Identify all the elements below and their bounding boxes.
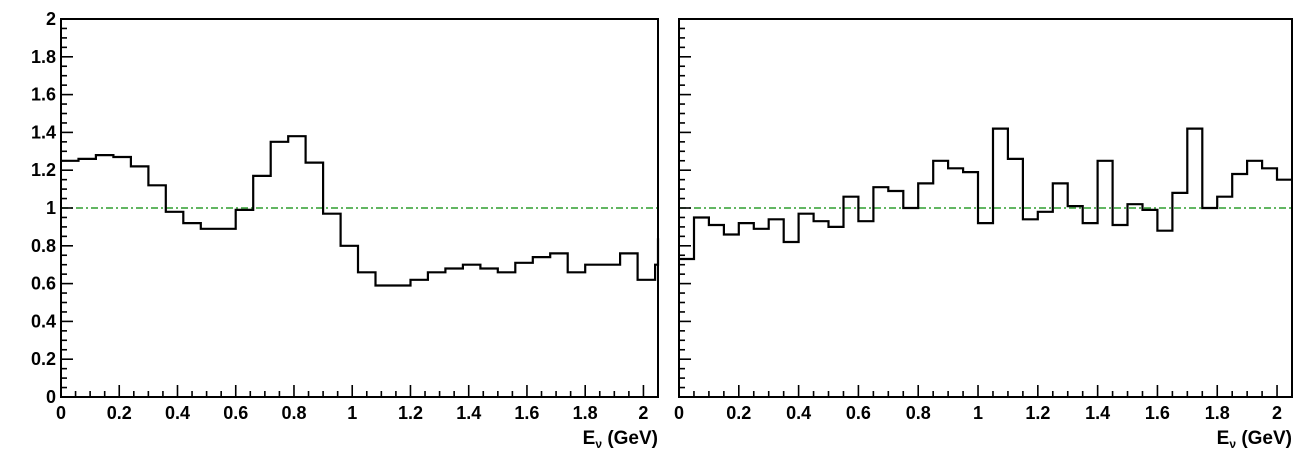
x-axis-title-main: E — [583, 428, 596, 449]
y-tick-label: 0.2 — [31, 349, 56, 369]
x-tick-label: 0.8 — [281, 403, 306, 423]
plot-frame — [60, 18, 659, 398]
x-tick-label: 1.6 — [514, 403, 539, 423]
y-tick-label: 1.6 — [31, 85, 56, 105]
x-tick-label: 1 — [973, 403, 983, 423]
x-axis-title-unit: (GeV) — [1236, 428, 1292, 449]
x-axis-title-main: E — [1217, 428, 1230, 449]
x-tick-label: 2 — [638, 403, 648, 423]
x-tick-label: 1.8 — [573, 403, 598, 423]
chart-panel-2: 0 0.2 0.4 0.6 0.8 1 1.2 1.4 1.6 1.8 2 Eν (GeV) — [674, 18, 1293, 451]
x-tick-label: 0.2 — [107, 403, 132, 423]
y-tick-label: 1.2 — [31, 160, 56, 180]
x-tick-label: 0.6 — [846, 403, 871, 423]
y-tick-label: 1.8 — [31, 47, 56, 67]
x-tick-label: 2 — [1272, 403, 1282, 423]
y-tick-label: 0.6 — [31, 274, 56, 294]
x-tick-label: 1 — [347, 403, 357, 423]
y-tick-label: 2 — [46, 9, 56, 29]
histogram-series-1 — [679, 127, 1292, 261]
x-tick-label: 1.8 — [1205, 403, 1230, 423]
x-tick-label: 0.2 — [726, 403, 751, 423]
chart-panel-1: 0 0.2 0.4 0.6 0.8 1 1.2 1.4 1.6 1.8 2 0 0.2 0.4 0.6 0.8… — [31, 9, 660, 451]
y-tick-label: 0 — [46, 387, 56, 407]
x-tick-label: 1.4 — [1085, 403, 1110, 423]
x-tick-label: 1.6 — [1145, 403, 1170, 423]
x-tick-label: 0.8 — [906, 403, 931, 423]
x-tick-label: 0.6 — [223, 403, 248, 423]
y-tick-label: 1.4 — [31, 122, 56, 142]
x-tick-label: 0.4 — [165, 403, 190, 423]
x-axis-title: Eν (GeV) — [1217, 428, 1292, 451]
x-tick-label: 1.2 — [1025, 403, 1050, 423]
x-tick-label: 0 — [56, 403, 66, 423]
x-axis-title-subscript: ν — [1229, 437, 1236, 451]
histogram-series-1 — [61, 135, 660, 287]
x-tick-label: 1.4 — [456, 403, 481, 423]
x-tick-label: 1.2 — [398, 403, 423, 423]
y-tick-label: 0.8 — [31, 236, 56, 256]
x-tick-label: 0.4 — [786, 403, 811, 423]
y-tick-label: 1 — [46, 198, 56, 218]
x-axis-title: Eν (GeV) — [583, 428, 658, 451]
x-axis-title-unit: (GeV) — [602, 428, 658, 449]
x-tick-label: 0 — [674, 403, 684, 423]
y-tick-label: 0.4 — [31, 311, 56, 331]
x-axis-title-subscript: ν — [595, 437, 602, 451]
